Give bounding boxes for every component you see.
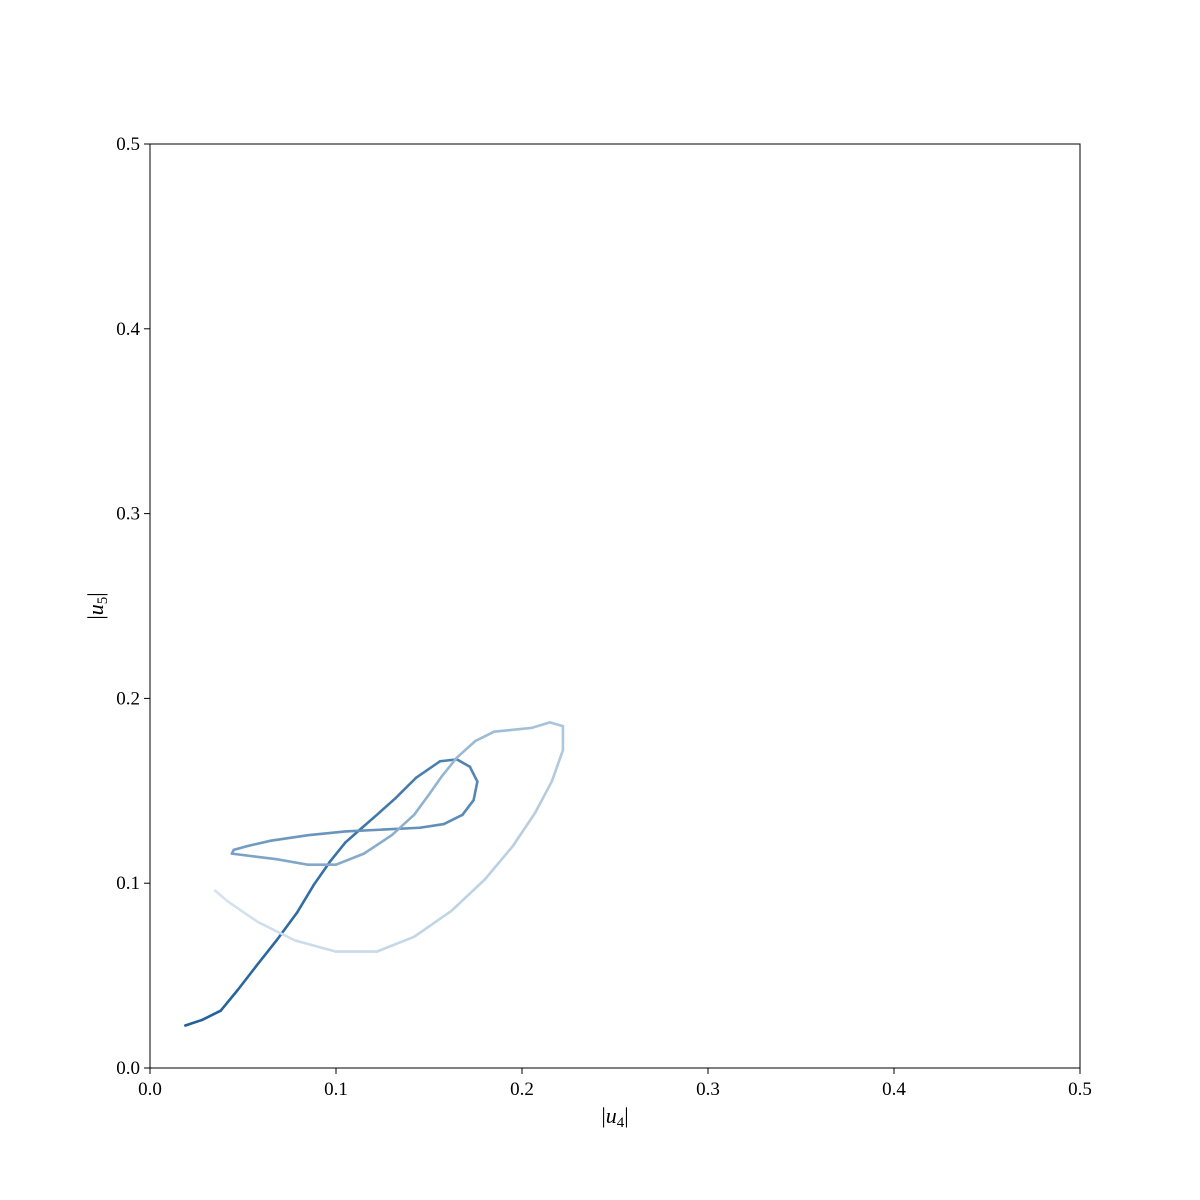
trajectory-segment <box>375 796 397 817</box>
trajectory-segment <box>256 920 297 942</box>
trajectory-segment <box>548 721 565 728</box>
trajectory-segment <box>511 726 533 732</box>
trajectory-segment <box>412 909 453 939</box>
trajectory-segment <box>472 780 479 802</box>
y-tick-label: 0.5 <box>116 134 140 155</box>
trajectory-segment <box>245 839 273 848</box>
trajectory-segment <box>343 828 384 833</box>
x-tick-label: 0.3 <box>696 1079 720 1100</box>
trajectory-segment <box>440 756 459 778</box>
trajectory-segment <box>184 1018 204 1027</box>
trajectory-segment <box>455 758 472 769</box>
y-tick-label: 0.3 <box>116 504 140 525</box>
x-tick-label: 0.0 <box>138 1079 162 1100</box>
trajectory-segment <box>230 852 249 857</box>
trajectory-segment <box>232 844 249 852</box>
trajectory-segment <box>293 939 338 953</box>
trajectory-segment <box>254 939 278 968</box>
x-tick-label: 0.2 <box>510 1079 534 1100</box>
trajectory-segment <box>362 833 394 855</box>
x-tick-label: 0.4 <box>882 1079 906 1100</box>
trajectory-segment <box>334 852 366 867</box>
trajectory-segment <box>275 857 310 867</box>
y-tick-label: 0.1 <box>116 873 140 894</box>
trajectory-segment <box>492 728 515 733</box>
trajectory-segment <box>226 900 260 924</box>
trajectory-segment <box>269 833 310 842</box>
trajectory-segment <box>200 1009 222 1022</box>
trajectory-segment <box>418 822 446 830</box>
trajectory-segment <box>483 844 515 881</box>
trajectory-segment <box>295 883 315 915</box>
trajectory-segment <box>461 798 475 817</box>
trajectory-segment <box>306 830 347 837</box>
x-tick-label: 0.5 <box>1068 1079 1092 1100</box>
trajectory-segment <box>412 793 431 817</box>
y-tick-label: 0.0 <box>116 1058 140 1079</box>
trajectory-segment <box>533 780 554 815</box>
trajectory-segment <box>245 854 278 861</box>
trajectory-segment <box>236 965 258 992</box>
trajectory-segment <box>329 841 347 863</box>
y-axis: 0.0 0.1 0.2 0.3 0.4 0.5 <box>116 134 150 1079</box>
x-axis-label: |u4| <box>601 1103 628 1131</box>
trajectory-segment <box>390 813 416 837</box>
trajectory-segment <box>213 889 230 903</box>
x-axis: 0.0 0.1 0.2 0.3 0.4 0.5 <box>138 1068 1092 1100</box>
trajectory-segment <box>375 935 416 953</box>
plot-frame <box>149 143 1081 1069</box>
trajectory-segment <box>455 739 477 759</box>
trajectory-segment <box>511 811 537 848</box>
trajectory-segment <box>414 759 442 780</box>
y-tick-label: 0.4 <box>116 319 140 340</box>
trajectory-segment <box>394 776 418 800</box>
trajectory-segment <box>474 730 496 743</box>
x-tick-label: 0.1 <box>324 1079 348 1100</box>
y-axis-label: |u5| <box>83 592 111 619</box>
trajectory-segment <box>381 826 422 831</box>
trajectory-segment <box>360 813 379 830</box>
trajectory-segment <box>275 911 299 942</box>
trajectory-segment <box>219 989 239 1013</box>
trajectory-segment <box>450 878 487 913</box>
trajectory-segment <box>550 748 565 783</box>
trajectory-segment <box>427 774 444 796</box>
trajectory-segment <box>529 721 552 730</box>
y-tick-label: 0.2 <box>116 688 140 709</box>
trajectory-segment <box>442 813 464 826</box>
trajectory-segment <box>468 765 479 783</box>
trajectory-line <box>184 721 565 1027</box>
